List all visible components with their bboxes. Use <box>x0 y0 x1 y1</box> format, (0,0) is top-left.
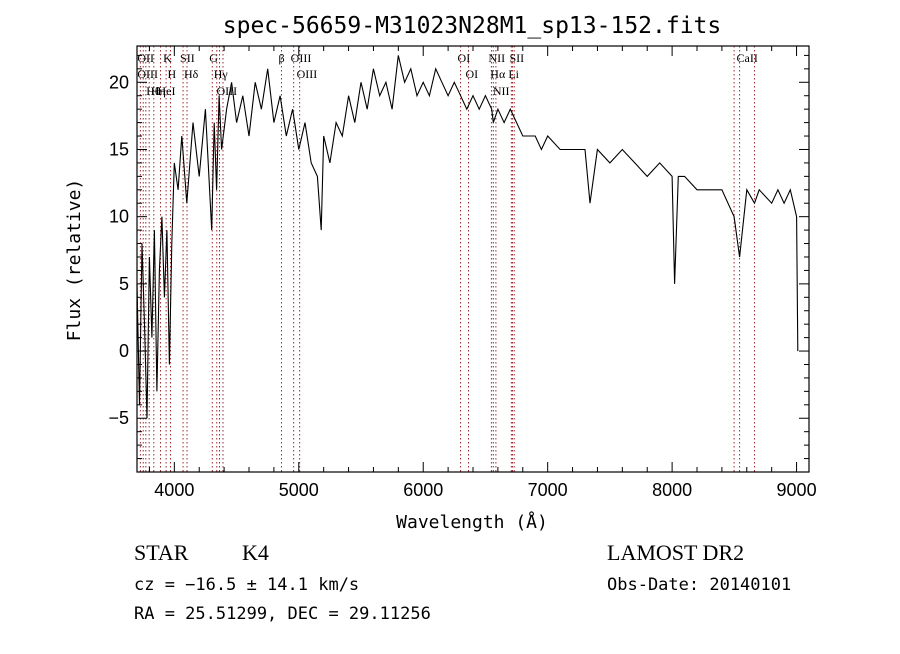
spectral-line-label: NII <box>488 51 505 65</box>
chart-title: spec-56659-M31023N28M1_sp13-152.fits <box>223 13 722 39</box>
spectral-line-label: OIII <box>291 51 312 65</box>
redshift-readout: cz = −16.5 ± 14.1 km/s <box>134 575 359 595</box>
spectral-line-label: G <box>209 51 218 65</box>
coordinates-readout: RA = 25.51299, DEC = 29.11256 <box>134 604 431 624</box>
y-tick-label: 5 <box>119 274 129 294</box>
spectral-line-label: OIII <box>297 67 318 81</box>
plot-frame <box>136 45 810 473</box>
spectral-line-label: OIII <box>137 67 158 81</box>
spectral-line-label: CaII <box>737 51 758 65</box>
spectral-line-label: Hα <box>490 67 506 81</box>
observation-date: Obs-Date: 20140101 <box>607 575 791 595</box>
spectral-line-label: NII <box>493 84 510 98</box>
spectral-line-markers <box>139 46 755 472</box>
spectral-line-label: Hθ <box>146 84 161 98</box>
spectral-line-label: OI <box>466 67 479 81</box>
y-tick-label: −5 <box>108 408 129 428</box>
spectral-line-label: Hη <box>151 84 166 98</box>
spectral-line-label: SII <box>509 51 524 65</box>
y-tick-label: 15 <box>109 139 129 159</box>
spectral-line-label: K <box>163 51 172 65</box>
y-axis-label: Flux (relative) <box>64 179 85 342</box>
y-axis: −5 0 5 10 15 20 <box>108 54 809 460</box>
spectral-line-label: OI <box>458 51 471 65</box>
spectral-line-label: H <box>167 67 176 81</box>
y-tick-label: 0 <box>119 341 129 361</box>
spectral-line-label: Hγ <box>214 67 229 81</box>
x-axis-label: Wavelength (Å) <box>396 511 548 533</box>
x-tick-label: 9000 <box>777 480 817 500</box>
spectral-line-label: HeI <box>158 84 176 98</box>
spectral-line-label: Hδ <box>184 67 199 81</box>
y-tick-label: 10 <box>109 207 129 227</box>
x-tick-label: 7000 <box>528 480 568 500</box>
spectrum-line <box>136 55 799 419</box>
spectral-line-label: OII <box>137 51 154 65</box>
object-subclass: K4 <box>242 540 269 565</box>
x-tick-label: 4000 <box>154 480 194 500</box>
spectral-line-label: Li <box>508 67 519 81</box>
x-tick-label: 5000 <box>279 480 319 500</box>
x-tick-label: 6000 <box>403 480 443 500</box>
spectral-line-label: SII <box>180 51 195 65</box>
y-tick-label: 20 <box>109 72 129 92</box>
x-axis: 4000 5000 6000 7000 8000 9000 <box>148 46 817 500</box>
spectral-line-label: β <box>278 51 284 65</box>
x-tick-label: 8000 <box>652 480 692 500</box>
object-class: STAR <box>134 540 189 565</box>
survey-name: LAMOST DR2 <box>607 540 744 565</box>
